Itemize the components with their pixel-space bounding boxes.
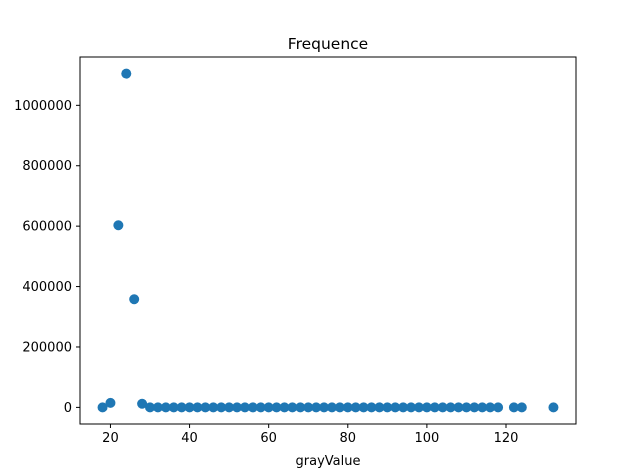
- data-point: [413, 402, 424, 413]
- data-point: [239, 402, 250, 413]
- data-point: [105, 397, 116, 408]
- data-point: [493, 402, 504, 413]
- data-point: [311, 402, 322, 413]
- data-point: [168, 402, 179, 413]
- data-point: [374, 402, 385, 413]
- data-point: [461, 402, 472, 413]
- data-point: [200, 402, 211, 413]
- data-point: [366, 402, 377, 413]
- y-tick-label: 800000: [22, 159, 72, 174]
- y-tick-label: 600000: [22, 220, 72, 235]
- data-point: [232, 402, 243, 413]
- data-point: [477, 402, 488, 413]
- data-point: [295, 402, 306, 413]
- data-point: [516, 402, 527, 413]
- data-point: [548, 402, 559, 413]
- data-point: [326, 402, 337, 413]
- data-point: [176, 402, 187, 413]
- scatter-points: [97, 68, 559, 413]
- data-point: [382, 402, 393, 413]
- data-point: [469, 402, 480, 413]
- data-point: [437, 402, 448, 413]
- data-point: [192, 402, 203, 413]
- data-point: [508, 402, 519, 413]
- x-tick-label: 60: [260, 431, 277, 446]
- data-point: [97, 402, 108, 413]
- data-point: [255, 402, 266, 413]
- data-point: [319, 402, 330, 413]
- chart-title: Frequence: [288, 35, 368, 53]
- data-point: [398, 402, 409, 413]
- x-axis-title: grayValue: [296, 454, 361, 469]
- data-point: [145, 402, 156, 413]
- data-point: [421, 402, 432, 413]
- data-point: [390, 402, 401, 413]
- data-point: [184, 402, 195, 413]
- data-point: [152, 402, 163, 413]
- y-tick-label: 1000000: [14, 99, 72, 114]
- data-point: [445, 402, 456, 413]
- plot-frame: [79, 56, 577, 425]
- data-point: [121, 68, 132, 79]
- data-point: [485, 402, 496, 413]
- data-point: [247, 402, 258, 413]
- data-point: [224, 402, 235, 413]
- x-tick-label: 40: [181, 431, 198, 446]
- data-point: [271, 402, 282, 413]
- data-point: [263, 402, 274, 413]
- y-axis-ticks: 0 200000 400000 600000 800000 1000000: [14, 99, 80, 416]
- y-tick-label: 0: [64, 401, 72, 416]
- data-point: [350, 402, 361, 413]
- data-point: [113, 220, 124, 231]
- x-tick-label: 100: [414, 431, 439, 446]
- data-point: [358, 402, 369, 413]
- data-point: [406, 402, 417, 413]
- data-point: [279, 402, 290, 413]
- x-tick-label: 120: [494, 431, 519, 446]
- data-point: [129, 294, 140, 305]
- y-tick-label: 400000: [22, 280, 72, 295]
- x-axis-ticks: 20 40 60 80 100 120: [102, 424, 518, 446]
- data-point: [160, 402, 171, 413]
- data-point: [137, 398, 148, 409]
- data-point: [208, 402, 219, 413]
- data-point: [342, 402, 353, 413]
- x-tick-label: 20: [102, 431, 119, 446]
- data-point: [287, 402, 298, 413]
- data-point: [303, 402, 314, 413]
- x-tick-label: 80: [340, 431, 357, 446]
- data-point: [334, 402, 345, 413]
- data-point: [429, 402, 440, 413]
- y-tick-label: 200000: [22, 340, 72, 355]
- data-point: [216, 402, 227, 413]
- data-point: [453, 402, 464, 413]
